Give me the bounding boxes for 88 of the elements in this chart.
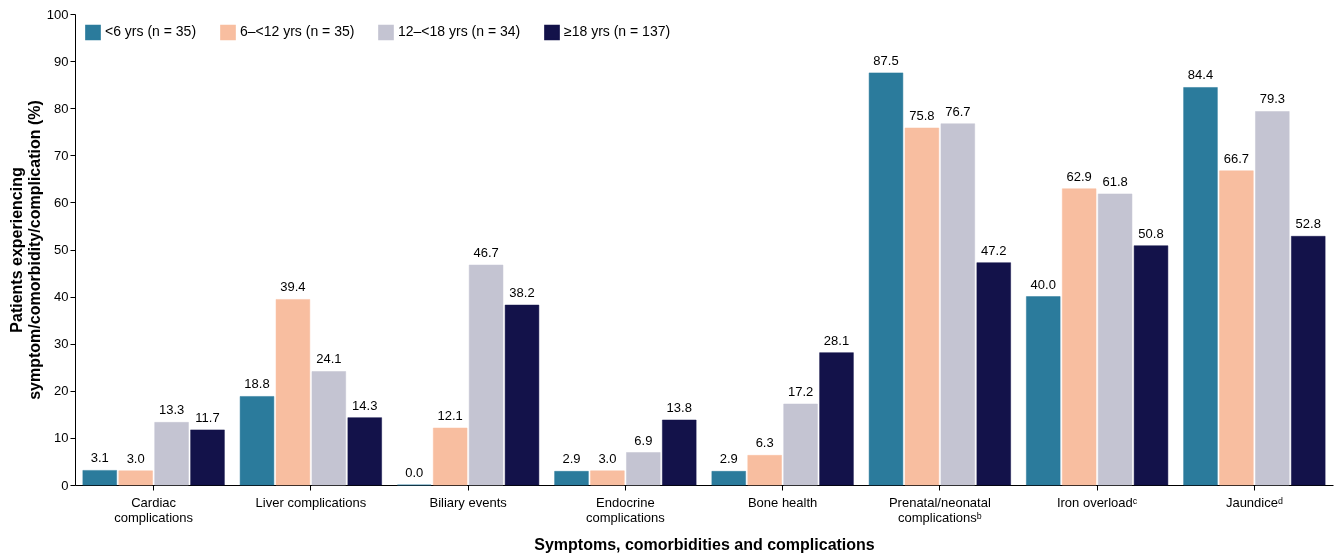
data-label: 3.0 [126,450,145,466]
y-tick-label: 40 [54,289,69,305]
data-label: 3.0 [598,450,617,466]
y-tick-label: 0 [61,477,69,493]
bar [590,470,625,486]
bar [433,427,468,486]
bar [783,403,818,486]
bar [1062,188,1097,486]
data-label: 13.3 [158,402,185,418]
bar [275,299,311,486]
data-label: 50.8 [1138,225,1164,241]
y-tick-label: 30 [54,336,69,352]
data-label: 6.9 [634,432,653,448]
data-label: 2.9 [562,451,581,467]
y-tick-label: 10 [54,430,69,446]
data-label: 76.7 [945,103,971,119]
data-label: 66.7 [1223,150,1250,166]
legend-label: 6–<12 yrs (n = 35) [240,23,355,40]
y-tick-label: 80 [54,100,69,116]
data-label: 75.8 [909,107,935,123]
data-label: 2.9 [719,451,738,467]
legend-label: <6 yrs (n = 35) [105,23,197,40]
bar [1026,296,1061,486]
data-label: 79.3 [1259,91,1285,107]
y-tick-label: 20 [54,383,69,399]
data-label: 6.3 [755,435,774,451]
bar [1291,236,1326,486]
x-tick-label: Jaundiceᵈ [1225,494,1283,510]
bar [711,471,746,486]
data-label: 17.2 [787,383,814,399]
bar [904,127,940,486]
bar [1255,111,1290,486]
x-axis-title: Symptoms, comorbidities and complications [534,535,875,553]
data-label: 0.0 [405,465,424,480]
legend-label: 12–<18 yrs (n = 34) [398,23,521,40]
x-tick-label: Bone health [747,494,818,510]
x-tick-label: Liver complications [255,494,367,510]
bar [747,455,782,486]
x-tick-label: Endocrine complications [585,494,666,525]
data-label: 39.4 [280,279,306,295]
y-tick-label: 100 [46,6,69,22]
y-tick-label: 70 [54,147,69,163]
bar [239,396,275,486]
data-label: 24.1 [316,351,342,367]
data-label: 62.9 [1066,168,1092,184]
data-label: 40.0 [1030,276,1056,292]
data-label: 52.8 [1295,216,1321,232]
data-label: 38.2 [509,285,535,301]
data-label: 84.4 [1187,67,1214,83]
x-tick-label: Prenatal/neonatal complicationsᵇ [888,494,991,525]
bar [154,422,189,486]
data-label: 87.5 [873,52,899,68]
y-tick-label: 90 [54,53,69,69]
bar [468,264,504,486]
bar [1133,245,1169,486]
data-label: 3.1 [90,450,109,466]
bar [868,72,904,486]
y-axis-title: Patients experiencing symptom/comorbidity/complication (%) [7,100,43,400]
data-label: 61.8 [1102,173,1128,189]
bar [976,262,1011,486]
bar [347,417,382,486]
bar [190,429,225,486]
x-tick-label: Biliary events [429,494,508,510]
bar [1183,87,1218,486]
bar [311,371,346,486]
data-label: 47.2 [981,242,1007,258]
data-label: 13.8 [666,400,692,415]
data-label: 18.8 [244,376,270,392]
bar [940,123,975,486]
data-label: 12.1 [437,408,463,424]
bar [504,304,540,486]
bar [626,452,661,486]
y-tick-label: 50 [54,242,69,257]
y-tick-label: 60 [54,194,69,210]
bar [1097,193,1133,486]
data-label: 14.3 [352,397,378,413]
legend-label: ≥18 yrs (n = 137) [564,23,671,40]
data-label: 28.1 [823,332,850,348]
bar [82,470,117,486]
data-label: 11.7 [195,409,220,425]
bar [554,471,589,486]
data-label: 46.7 [473,245,499,261]
bar [1219,170,1254,486]
bar [819,352,854,486]
x-tick-label: Cardiac complications [114,494,194,525]
x-tick-label: Iron overloadᶜ [1056,494,1138,510]
bar [662,419,697,486]
bar [118,470,153,486]
